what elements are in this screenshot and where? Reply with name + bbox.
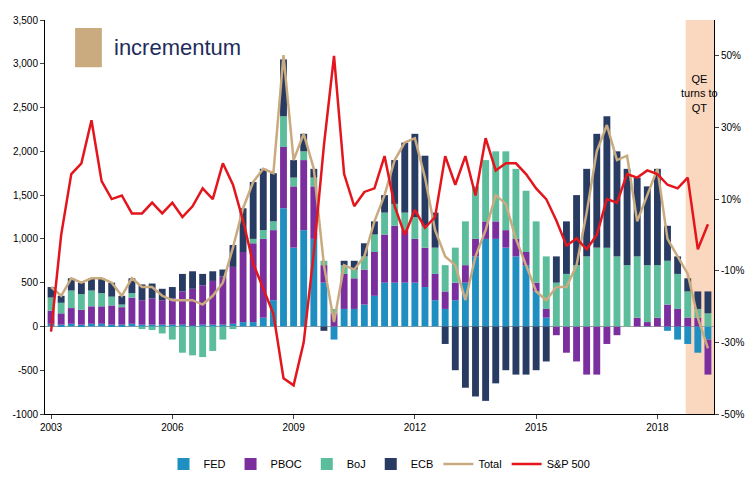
svg-text:2009: 2009	[282, 422, 305, 433]
svg-text:1,000: 1,000	[13, 233, 38, 244]
svg-text:-30%: -30%	[721, 337, 744, 348]
svg-text:0: 0	[32, 321, 38, 332]
svg-text:500: 500	[21, 277, 38, 288]
svg-text:2012: 2012	[404, 422, 427, 433]
svg-text:Total: Total	[478, 458, 501, 470]
svg-text:2018: 2018	[646, 422, 669, 433]
svg-text:2,500: 2,500	[13, 102, 38, 113]
svg-text:ECB: ECB	[411, 458, 434, 470]
svg-text:-50%: -50%	[721, 409, 744, 420]
svg-text:-1000: -1000	[12, 409, 38, 420]
svg-text:30%: 30%	[721, 122, 741, 133]
svg-text:-500: -500	[18, 365, 38, 376]
svg-text:-10%: -10%	[721, 265, 744, 276]
svg-text:FED: FED	[204, 458, 226, 470]
svg-text:50%: 50%	[721, 50, 741, 61]
svg-text:1,500: 1,500	[13, 190, 38, 201]
svg-text:BoJ: BoJ	[347, 458, 366, 470]
svg-text:incrementum: incrementum	[114, 35, 241, 60]
svg-text:PBOC: PBOC	[271, 458, 302, 470]
svg-text:S&P 500: S&P 500	[547, 458, 590, 470]
svg-text:2003: 2003	[40, 422, 63, 433]
svg-text:10%: 10%	[721, 194, 741, 205]
svg-text:3,000: 3,000	[13, 58, 38, 69]
svg-text:3,500: 3,500	[13, 15, 38, 26]
svg-text:2,000: 2,000	[13, 146, 38, 157]
svg-text:QEturns toQT: QEturns toQT	[681, 73, 718, 114]
svg-text:2006: 2006	[161, 422, 184, 433]
svg-text:2015: 2015	[525, 422, 548, 433]
